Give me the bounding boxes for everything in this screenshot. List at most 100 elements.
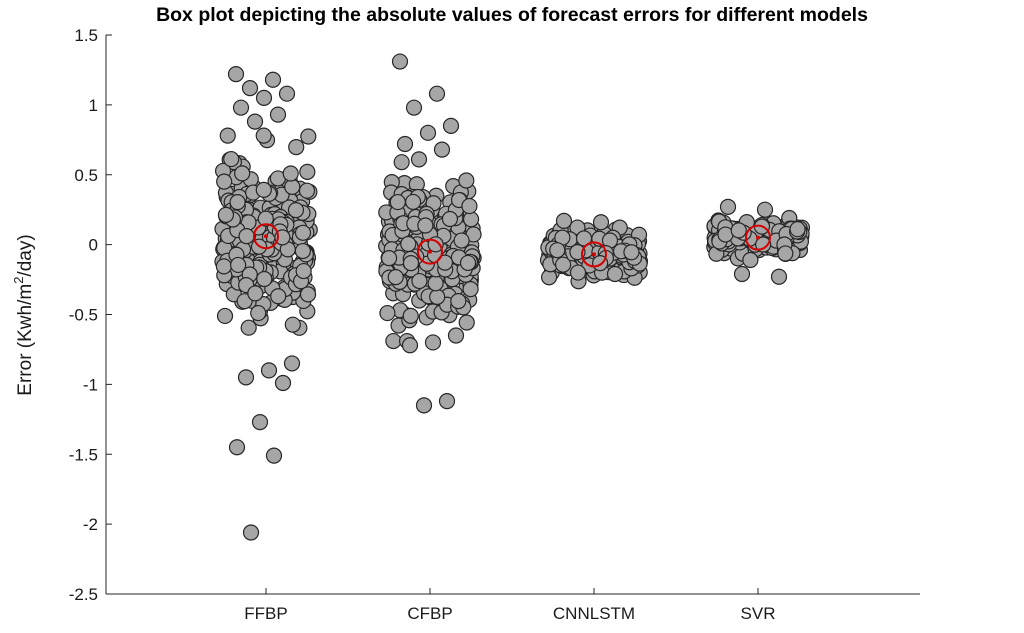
data-point xyxy=(429,288,446,305)
data-point xyxy=(256,270,273,288)
outlier-point xyxy=(246,113,264,130)
data-point xyxy=(462,281,479,298)
series-svr xyxy=(706,198,811,285)
outlier-point xyxy=(733,265,751,283)
median-marker xyxy=(745,224,771,251)
outlier-point xyxy=(237,369,255,386)
data-point xyxy=(250,304,267,322)
x-tick-label: CNNLSTM xyxy=(553,604,635,623)
data-point xyxy=(730,222,747,239)
data-point xyxy=(216,173,233,190)
data-point xyxy=(461,197,478,215)
data-point xyxy=(240,319,257,336)
outlier-point xyxy=(405,99,423,116)
data-point xyxy=(549,242,566,259)
y-axis-label-main: Error (Kwh/m xyxy=(15,284,36,396)
data-point xyxy=(230,256,247,274)
data-point xyxy=(284,178,301,195)
series-ffbp xyxy=(214,66,318,541)
outlier-point xyxy=(428,85,446,102)
data-point xyxy=(387,269,404,286)
outlier-point xyxy=(227,66,245,83)
series-cfbp xyxy=(378,53,482,414)
outlier-point xyxy=(592,214,610,231)
outlier-point xyxy=(391,53,409,70)
data-point xyxy=(623,244,640,261)
data-point xyxy=(298,182,316,199)
outlier-point xyxy=(555,212,573,229)
data-point xyxy=(234,165,251,182)
outlier-point xyxy=(241,80,259,97)
data-point xyxy=(299,286,317,303)
data-point xyxy=(300,128,317,145)
data-point xyxy=(223,150,240,168)
data-point xyxy=(417,217,434,234)
data-point xyxy=(379,304,396,322)
outlier-point xyxy=(756,201,774,218)
data-point xyxy=(287,202,305,219)
y-tick-label: 1 xyxy=(89,96,98,115)
outlier-point xyxy=(269,106,287,123)
median-dot xyxy=(428,249,432,254)
outlier-point xyxy=(242,524,260,541)
x-ticks: FFBP CFBP CNNLSTM SVR xyxy=(244,588,775,623)
y-axis-label-unit: /day) xyxy=(15,234,36,276)
outlier-point xyxy=(447,327,465,344)
outlier-point xyxy=(424,334,442,351)
data-point xyxy=(247,285,264,302)
series-cnnlstm xyxy=(539,212,649,290)
y-tick-label: 1.5 xyxy=(74,26,98,45)
data-point xyxy=(284,316,301,333)
data-point xyxy=(282,165,299,182)
outlier-point xyxy=(255,89,273,106)
outlier-point xyxy=(396,135,414,153)
data-point xyxy=(216,307,234,325)
x-tick-label: FFBP xyxy=(244,604,287,623)
data-point xyxy=(789,221,806,238)
y-tick-label: -2 xyxy=(83,515,98,534)
outlier-point xyxy=(770,268,788,285)
data-point xyxy=(555,256,572,273)
outlier-point xyxy=(265,447,283,464)
outlier-point xyxy=(719,198,737,215)
outlier-point xyxy=(410,151,428,168)
chart-title: Box plot depicting the absolute values o… xyxy=(156,4,868,26)
y-axis-label-superscript: 2 xyxy=(11,277,26,284)
data-point xyxy=(380,249,398,267)
data-point xyxy=(389,193,406,211)
data-point xyxy=(255,127,272,144)
data-point xyxy=(219,127,236,144)
data-points xyxy=(214,53,811,541)
x-tick-label: CFBP xyxy=(407,604,452,623)
data-point xyxy=(441,210,459,228)
outlier-point xyxy=(442,117,460,134)
median-marker xyxy=(417,238,443,265)
data-point xyxy=(459,254,477,272)
outlier-point xyxy=(264,71,282,88)
median-markers xyxy=(253,223,771,268)
data-point xyxy=(436,254,454,271)
data-point xyxy=(400,235,417,253)
outlier-point xyxy=(283,355,301,372)
data-point xyxy=(458,172,475,189)
data-point xyxy=(288,139,305,156)
data-point xyxy=(270,288,287,305)
outlier-point xyxy=(274,374,292,392)
y-axis-label: Error (Kwh/m2/day) xyxy=(11,234,36,395)
data-point xyxy=(215,258,232,275)
data-point xyxy=(299,163,316,180)
data-point xyxy=(450,293,467,310)
data-point xyxy=(238,228,255,245)
data-point xyxy=(217,206,235,223)
data-point xyxy=(393,154,410,171)
median-marker xyxy=(581,241,607,268)
data-point xyxy=(402,255,420,272)
x-tick-label: SVR xyxy=(741,604,776,623)
data-point xyxy=(385,332,402,350)
y-tick-label: 0.5 xyxy=(74,166,98,185)
data-point xyxy=(257,210,274,227)
outlier-point xyxy=(228,439,246,456)
data-point xyxy=(294,242,311,260)
data-point xyxy=(405,193,422,211)
y-tick-label: -1 xyxy=(83,375,98,394)
